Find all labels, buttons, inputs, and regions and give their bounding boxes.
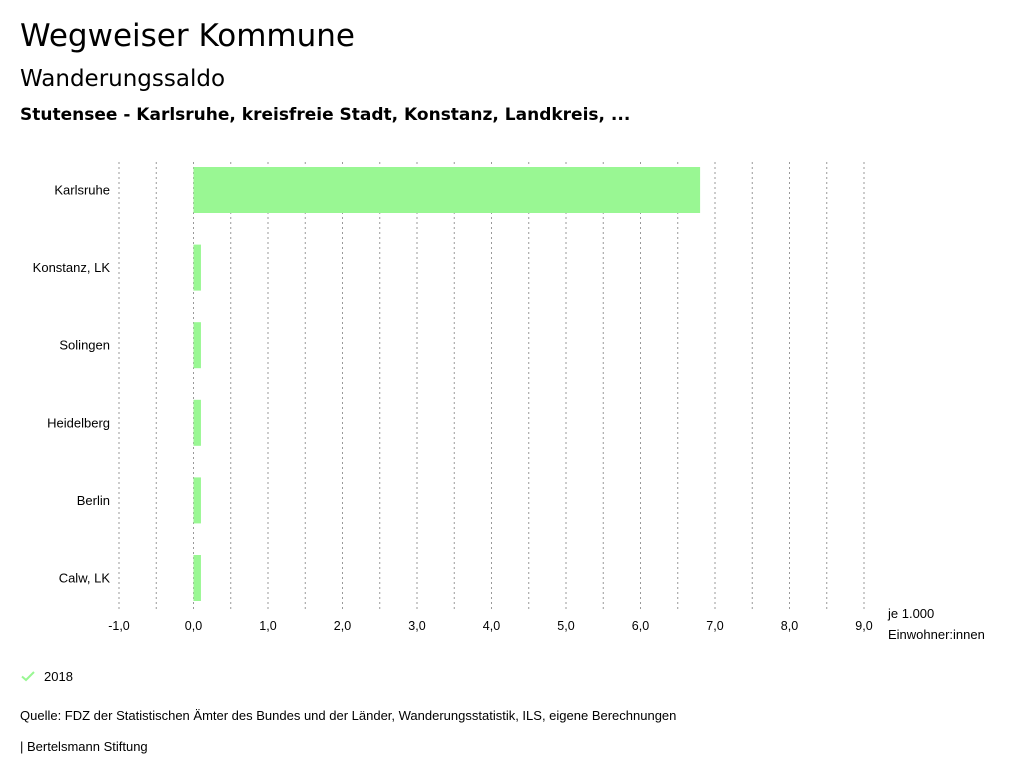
x-tick-label: 2,0	[334, 619, 351, 633]
bar-berlin[interactable]	[193, 477, 201, 524]
category-label: Solingen	[59, 338, 110, 353]
bar-chart: Karlsruhe Konstanz, LK Solingen Heidelberg B…	[33, 162, 985, 642]
x-tick-label: 6,0	[632, 619, 649, 633]
region-selection: Stutensee - Karlsruhe, kreisfreie Stadt,…	[20, 105, 631, 125]
check-icon	[21, 671, 35, 682]
bar-heidelberg[interactable]	[193, 399, 201, 446]
category-label: Konstanz, LK	[33, 260, 111, 275]
bar-karlsruhe[interactable]	[193, 167, 701, 213]
x-tick-label: 0,0	[185, 619, 202, 633]
legend-label: 2018	[44, 668, 73, 684]
category-label: Calw, LK	[59, 571, 111, 586]
bars	[193, 167, 701, 601]
x-tick-label: 5,0	[557, 619, 574, 633]
x-tick-label: 4,0	[483, 619, 500, 633]
x-tick-label: 3,0	[408, 619, 425, 633]
x-unit-label-line1: je 1.000	[887, 606, 934, 621]
chart-subtitle: Wanderungssaldo	[20, 66, 226, 92]
x-tick-label: 7,0	[706, 619, 723, 633]
bar-calw-lk[interactable]	[193, 555, 201, 601]
x-tick-label: 1,0	[259, 619, 276, 633]
category-labels: Karlsruhe Konstanz, LK Solingen Heidelberg B…	[33, 183, 111, 586]
x-unit-label-line2: Einwohner:innen	[888, 627, 985, 642]
bar-konstanz-lk[interactable]	[193, 244, 201, 291]
x-tick-label: -1,0	[108, 619, 130, 633]
x-tick-label: 8,0	[781, 619, 798, 633]
legend-item-2018[interactable]: 2018	[20, 668, 73, 684]
page-title: Wegweiser Kommune	[20, 18, 355, 54]
category-label: Karlsruhe	[54, 183, 110, 198]
x-tick-label: 9,0	[855, 619, 872, 633]
category-label: Heidelberg	[47, 415, 110, 430]
category-label: Berlin	[77, 493, 110, 508]
bar-solingen[interactable]	[193, 322, 201, 369]
grid-lines	[118, 162, 865, 612]
source-note: Quelle: FDZ der Statistischen Ämter des …	[20, 708, 677, 723]
x-tick-labels: -1,0 0,0 1,0 2,0 3,0 4,0 5,0 6,0 7,0 8,0 9,0	[108, 619, 873, 633]
credit-note: | Bertelsmann Stiftung	[20, 739, 148, 754]
